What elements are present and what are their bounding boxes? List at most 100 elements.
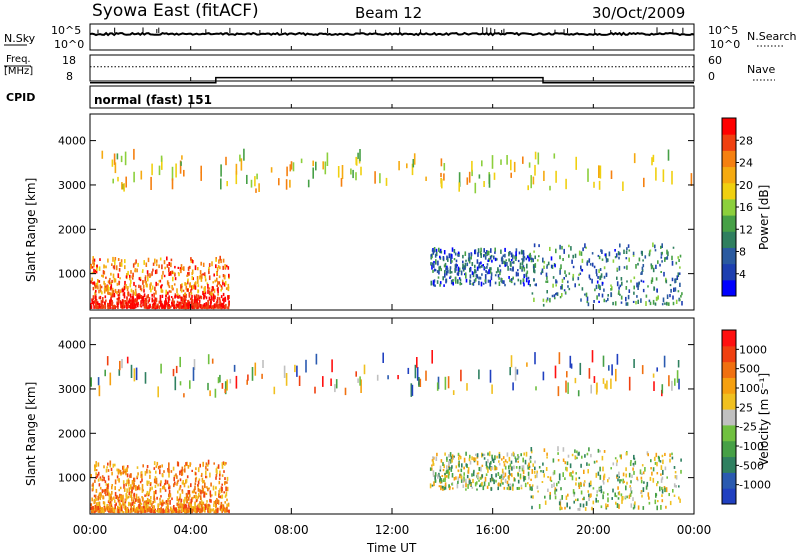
velocity-cell: [432, 474, 435, 477]
power-cell: [451, 254, 453, 259]
power-cell: [158, 300, 161, 304]
power-cell: [108, 279, 111, 285]
velocity-cell: [164, 479, 167, 485]
velocity-cell: [520, 484, 523, 487]
power-cell: [204, 278, 207, 282]
velocity-cell: [165, 500, 168, 504]
power-cell: [214, 303, 217, 308]
velocity-cell: [534, 466, 536, 471]
velocity-cell: [124, 501, 126, 507]
velocity-cell: [640, 491, 642, 494]
power-cell: [196, 297, 198, 301]
velocity-cell: [451, 454, 454, 459]
power-cell: [462, 269, 465, 272]
power-cell: [121, 305, 123, 308]
power-cell: [171, 301, 173, 305]
velocity-cell: [459, 456, 462, 460]
velocity-cell: [167, 468, 169, 471]
power-cell: [522, 258, 524, 263]
velocity-cell: [136, 475, 139, 478]
velocity-colorbar-tick-label: 100: [739, 382, 760, 395]
power-cell: [181, 155, 183, 160]
power-cell: [519, 265, 522, 270]
power-cell: [647, 285, 649, 288]
power-cell: [190, 257, 192, 261]
power-cell: [510, 159, 512, 171]
velocity-cell: [120, 471, 123, 475]
velocity-cell: [160, 506, 162, 512]
velocity-cell: [94, 510, 96, 514]
velocity-cell: [141, 484, 144, 489]
velocity-cell: [117, 509, 120, 514]
power-cell: [671, 260, 674, 266]
velocity-cell: [91, 508, 94, 511]
power-cell: [120, 304, 122, 309]
velocity-cell: [208, 503, 210, 509]
power-cell: [132, 293, 134, 298]
power-cell: [121, 182, 123, 190]
velocity-cell: [226, 503, 228, 508]
velocity-cell: [114, 486, 116, 491]
power-cell: [502, 254, 505, 257]
velocity-cell: [160, 363, 162, 374]
power-cell: [125, 302, 128, 305]
power-cell: [150, 288, 152, 293]
power-cell: [175, 306, 178, 309]
velocity-cell: [510, 355, 513, 368]
velocity-cell: [157, 465, 160, 470]
velocity-cell: [530, 495, 533, 499]
velocity-cell: [438, 485, 441, 488]
power-cell: [472, 272, 475, 278]
power-cell: [176, 294, 178, 298]
power-cell: [315, 161, 317, 171]
power-cell: [494, 281, 497, 285]
cpid-label: CPID: [6, 91, 35, 104]
velocity-cell: [499, 475, 501, 479]
power-cell: [185, 282, 187, 285]
velocity-cell: [201, 489, 204, 494]
power-cell: [203, 306, 205, 309]
velocity-cell: [214, 388, 217, 398]
power-cell: [140, 170, 143, 180]
power-cell: [219, 284, 222, 287]
velocity-cell: [607, 479, 609, 483]
power-cell: [586, 260, 589, 263]
velocity-cell: [106, 504, 108, 509]
power-cell: [444, 273, 446, 278]
velocity-cell: [463, 472, 465, 476]
power-cell: [521, 268, 523, 272]
velocity-cell: [114, 504, 116, 509]
velocity-cell: [97, 510, 100, 513]
power-cell: [625, 296, 627, 302]
velocity-cell: [221, 474, 224, 477]
velocity-cell: [602, 491, 605, 494]
power-cell: [607, 258, 609, 262]
velocity-cell: [672, 489, 674, 493]
velocity-cell: [504, 465, 507, 470]
velocity-cell: [179, 486, 181, 490]
power-cell: [93, 305, 95, 309]
velocity-cell: [162, 502, 164, 506]
velocity-cell: [205, 475, 207, 479]
power-cell: [108, 291, 111, 296]
velocity-cell: [599, 474, 602, 480]
velocity-cell: [139, 480, 142, 484]
velocity-cell: [130, 494, 133, 498]
power-cell: [110, 306, 112, 309]
power-cell: [187, 280, 189, 285]
velocity-cell: [511, 466, 513, 471]
velocity-cell: [458, 463, 460, 468]
velocity-cell: [141, 490, 144, 493]
velocity-cell: [215, 504, 217, 509]
power-cell: [625, 250, 628, 254]
power-cell: [458, 172, 461, 186]
velocity-cell: [93, 494, 96, 498]
velocity-cell: [140, 471, 143, 474]
velocity-cell: [199, 501, 201, 504]
velocity-cell: [123, 504, 125, 509]
velocity-cell: [584, 454, 586, 458]
power-cell: [510, 172, 512, 178]
power-cell: [193, 300, 196, 304]
power-cell: [471, 262, 474, 266]
